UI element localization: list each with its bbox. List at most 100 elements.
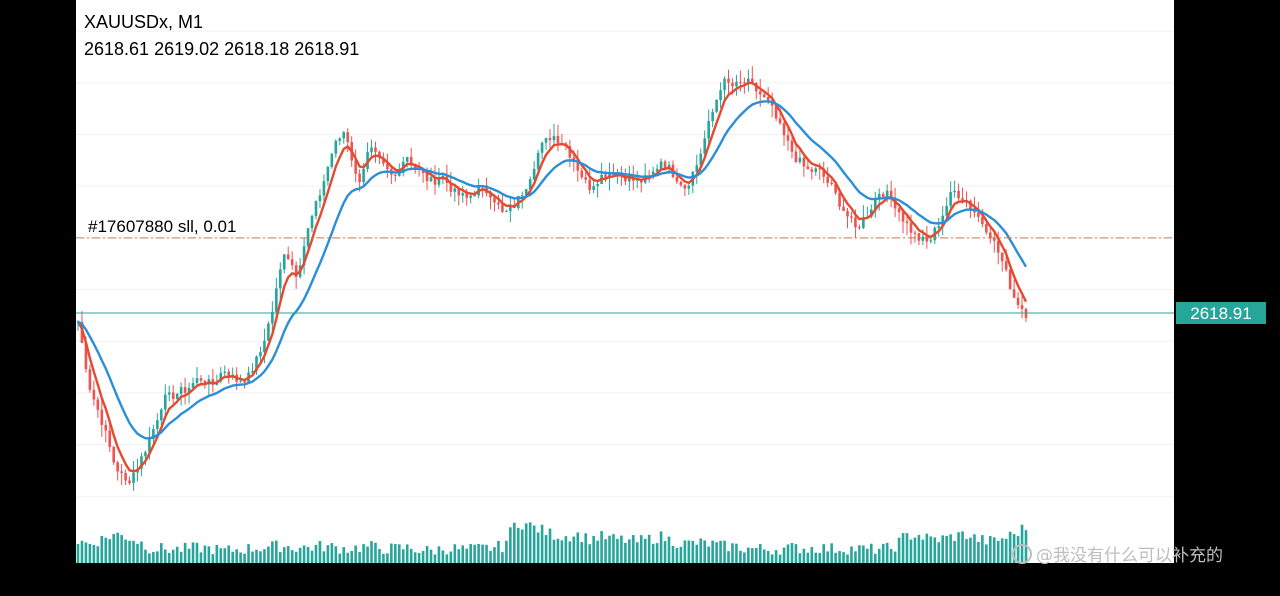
volume-bar	[639, 535, 643, 563]
volume-bar	[766, 550, 770, 563]
candle-body	[362, 168, 365, 183]
volume-bar	[390, 543, 393, 563]
candle-body	[683, 185, 687, 189]
volume-bar	[96, 546, 100, 563]
candle-body	[259, 352, 262, 357]
volume-bar	[338, 553, 342, 563]
candle-body	[489, 193, 492, 198]
candle-body	[211, 379, 215, 385]
ohlc-values: 2618.61 2619.02 2618.18 2618.91	[84, 39, 359, 59]
volume-bar	[219, 548, 223, 563]
candle-body	[901, 212, 905, 222]
candle-body	[286, 254, 290, 260]
volume-bar	[516, 527, 520, 563]
candle-body	[124, 472, 127, 481]
candle-body	[334, 140, 338, 154]
volume-bar	[754, 548, 758, 563]
volume-bar	[624, 542, 627, 563]
volume-bar	[727, 551, 730, 563]
volume-bar	[235, 549, 238, 563]
volume-bar	[465, 548, 469, 563]
candle-body	[326, 166, 330, 182]
volume-bar	[437, 546, 441, 563]
candle-body	[552, 135, 556, 141]
volume-bar	[171, 549, 175, 563]
candle-body	[100, 409, 104, 425]
candle-body	[322, 181, 326, 196]
volume-bar	[445, 554, 449, 563]
candle-body	[318, 195, 322, 202]
volume-bar	[159, 543, 163, 563]
volume-bar	[945, 535, 948, 563]
volume-bar	[326, 545, 330, 563]
candle-body	[152, 429, 155, 440]
volume-bar	[461, 545, 465, 563]
candle-body	[806, 166, 810, 170]
y-tick-label: 2627.15	[1180, 74, 1241, 93]
volume-bar	[485, 544, 488, 563]
candle-body	[723, 78, 726, 91]
volume-bar	[156, 551, 159, 563]
candle-body	[758, 91, 762, 95]
candle-body	[112, 446, 115, 463]
volume-bar	[576, 532, 580, 563]
candle-body	[497, 202, 500, 205]
candle-body	[386, 163, 389, 170]
y-tick-label: 2612.35	[1180, 487, 1241, 506]
candle-body	[275, 288, 278, 312]
candle-body	[191, 383, 195, 388]
volume-bar	[108, 539, 112, 563]
candle-body	[679, 181, 683, 186]
volume-bar	[707, 546, 710, 563]
volume-bar	[667, 536, 671, 563]
volume-bar	[953, 540, 956, 563]
candle-body	[921, 236, 925, 241]
x-tick-label: 30 Dec 07:33	[917, 568, 1018, 587]
candle-body	[897, 208, 901, 213]
candle-body	[794, 151, 798, 162]
candle-body	[687, 185, 691, 189]
candle-body	[731, 82, 734, 87]
candle-body	[251, 371, 254, 373]
candle-body	[568, 146, 572, 158]
volume-bar	[255, 549, 258, 563]
candle-body	[306, 228, 310, 247]
volume-bar	[671, 545, 675, 563]
volume-bar	[370, 541, 373, 563]
volume-bar	[635, 542, 639, 563]
candle-body	[786, 135, 790, 141]
volume-bar	[679, 546, 683, 563]
volume-bar	[421, 551, 425, 563]
symbol-title: XAUUSDx, M1	[84, 12, 203, 32]
volume-bar	[362, 544, 365, 563]
volume-bar	[394, 544, 397, 563]
volume-bar	[560, 540, 564, 563]
candle-body	[604, 174, 607, 179]
volume-bar	[401, 549, 405, 563]
volume-bar	[453, 544, 457, 563]
volume-bar	[243, 553, 246, 563]
volume-bar	[794, 544, 798, 563]
candle-body	[580, 170, 584, 178]
volume-bar	[973, 534, 976, 563]
candle-body	[739, 82, 742, 84]
volume-bar	[877, 548, 881, 563]
volume-bar	[524, 523, 528, 563]
volume-bar	[382, 553, 385, 563]
volume-bar	[116, 532, 119, 563]
candle-body	[509, 205, 512, 212]
candle-body	[941, 215, 945, 226]
volume-bar	[735, 543, 738, 563]
candle-body	[501, 204, 504, 212]
candle-body	[1008, 269, 1012, 290]
volume-bar	[469, 544, 472, 563]
candle-body	[782, 123, 786, 136]
candle-body	[834, 184, 837, 193]
volume-bar	[965, 539, 968, 563]
volume-bar	[580, 542, 584, 563]
candle-body	[493, 197, 496, 203]
candle-body	[163, 394, 167, 410]
volume-bar	[211, 554, 215, 563]
